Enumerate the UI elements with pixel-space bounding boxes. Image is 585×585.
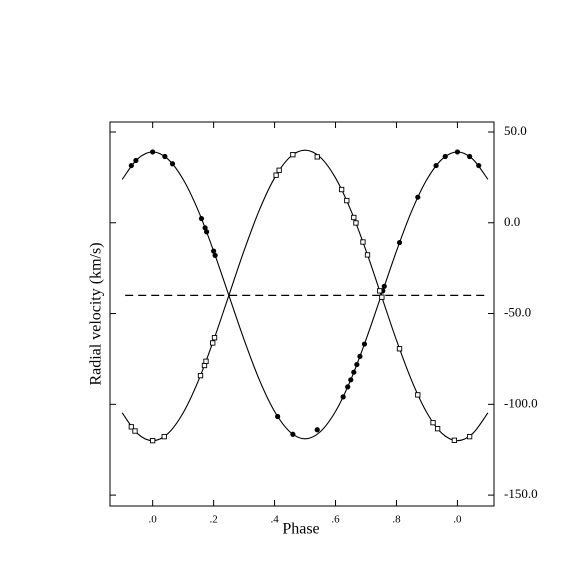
x-tick-label: .4: [270, 514, 279, 526]
data-point: [396, 346, 403, 352]
data-point: [150, 437, 156, 444]
data-point: [340, 394, 346, 400]
data-point: [381, 283, 387, 289]
data-point: [467, 153, 473, 160]
data-point: [162, 153, 168, 160]
y-tick-label: -150.0: [504, 486, 538, 501]
y-tick-label: 0.0: [504, 214, 520, 229]
data-point: [273, 172, 279, 178]
data-point: [357, 353, 363, 359]
data-point: [314, 427, 320, 433]
data-point: [442, 153, 448, 160]
fit-curve: [121, 149, 489, 442]
x-tick-label: .8: [392, 514, 401, 526]
data-point: [353, 220, 359, 226]
x-tick-label: .6: [331, 514, 340, 526]
data-point: [415, 194, 421, 200]
data-point: [364, 252, 371, 258]
data-point: [476, 162, 482, 169]
data-point: [454, 149, 461, 155]
x-tick-label: .0: [149, 514, 158, 526]
data-point: [433, 162, 439, 169]
data-point: [466, 433, 473, 440]
data-point: [314, 154, 320, 160]
y-tick-label: -50.0: [504, 305, 531, 320]
data-point: [212, 252, 218, 259]
data-point: [203, 358, 209, 364]
x-tick-label: .0: [453, 514, 462, 526]
x-tick-label: .2: [209, 514, 217, 526]
data-point: [354, 361, 360, 368]
fit-curve: [121, 151, 489, 440]
data-point: [451, 437, 458, 443]
data-point: [434, 426, 441, 432]
data-point: [202, 225, 208, 231]
data-point: [211, 335, 218, 341]
data-point: [345, 384, 351, 390]
y-tick-label: 50.0: [504, 123, 527, 138]
data-point: [396, 239, 403, 246]
data-point: [348, 377, 354, 383]
data-point: [210, 340, 216, 346]
data-point: [351, 369, 357, 375]
data-point: [430, 420, 436, 426]
y-tick-label: -100.0: [504, 395, 538, 410]
data-point: [290, 431, 296, 437]
data-point: [275, 413, 281, 420]
data-point: [161, 433, 167, 440]
data-point: [150, 149, 156, 155]
data-point: [360, 239, 366, 245]
data-point: [132, 428, 138, 434]
data-point: [344, 197, 350, 204]
data-point: [415, 392, 421, 398]
data-point: [377, 288, 383, 294]
data-point: [198, 215, 205, 222]
data-point: [351, 214, 357, 221]
data-point: [338, 186, 345, 193]
data-point: [211, 248, 217, 254]
data-point: [133, 157, 139, 164]
data-point: [276, 167, 282, 173]
data-point: [204, 229, 210, 235]
data-point: [169, 161, 176, 167]
y-axis-label: Radial velocity (km/s): [88, 242, 105, 385]
data-point: [197, 372, 204, 379]
data-point: [379, 294, 385, 300]
data-point: [128, 424, 134, 430]
x-axis-label: Phase: [282, 521, 319, 538]
data-point: [361, 341, 368, 347]
data-point: [290, 152, 296, 158]
data-point: [128, 162, 134, 169]
